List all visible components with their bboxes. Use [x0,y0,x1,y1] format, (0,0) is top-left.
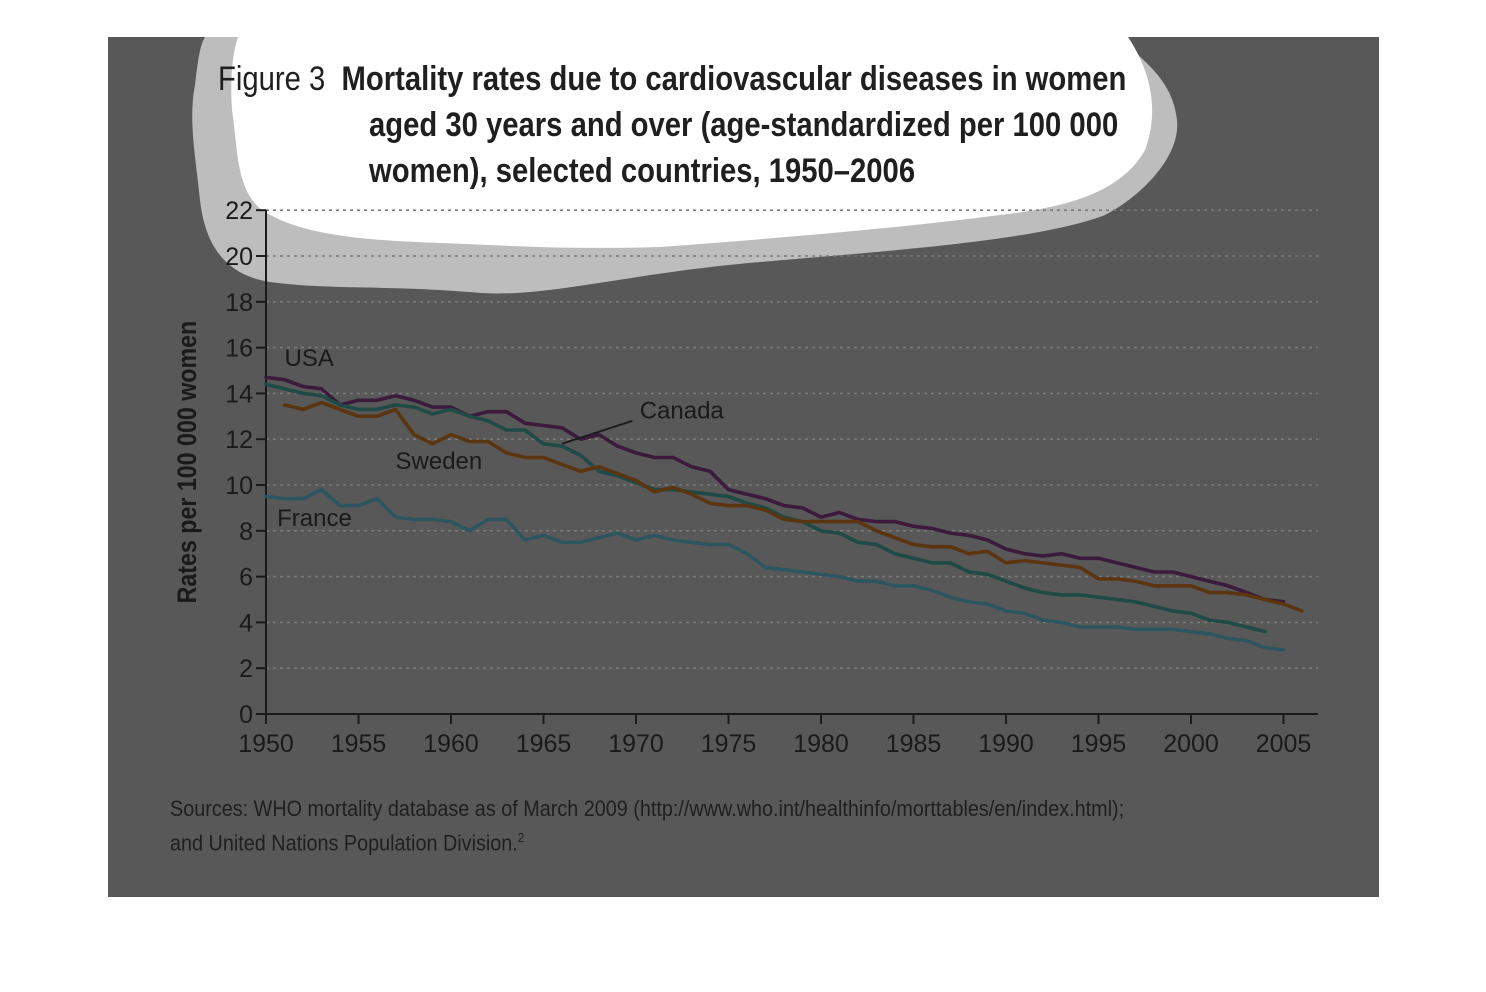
x-tick-label-1965: 1965 [516,730,572,758]
series-label-france: France [277,505,352,532]
sources-line-2: and United Nations Population Division.2 [170,830,524,856]
y-tick-label-12: 12 [225,426,253,454]
x-tick-label-2005: 2005 [1256,730,1312,758]
series-line-sweden [282,400,1304,613]
gridlines [266,209,1318,670]
series-label-usa: USA [285,345,334,372]
sources-line-2-text: and United Nations Population Division. [170,830,518,856]
y-tick-label-4: 4 [239,609,253,637]
series-line-canada [264,382,1267,634]
figure-title-text-1: Mortality rates due to cardiovascular di… [341,60,1127,98]
y-tick-label-0: 0 [239,701,253,729]
x-tick-label-1950: 1950 [238,730,294,758]
figure-title-line-3: women), selected countries, 1950–2006 [369,152,916,190]
series-label-canada: Canada [640,398,725,425]
x-tick-label-1980: 1980 [793,730,849,758]
x-tick-label-1985: 1985 [886,730,942,758]
figure-title-line-1: Figure 3 Mortality rates due to cardiova… [218,60,1126,99]
series-labels: USA Canada Sweden France [277,345,724,532]
y-tick-label-20: 20 [225,243,253,271]
figure-number: Figure 3 [218,60,326,98]
y-tick-label-2: 2 [239,655,253,683]
y-tick-label-22: 22 [225,197,253,225]
footnote-mark: 2 [517,830,525,845]
x-tick-label-1990: 1990 [978,730,1034,758]
canada-leader-line [561,420,633,445]
series-label-sweden: Sweden [396,448,483,475]
x-tick-label-2000: 2000 [1163,730,1219,758]
y-tick-label-14: 14 [225,380,253,408]
y-tick-label-18: 18 [225,289,253,317]
sources-line-1: Sources: WHO mortality database as of Ma… [170,796,1125,821]
x-tick-label-1955: 1955 [331,730,387,758]
y-tick-label-10: 10 [225,472,253,500]
series-lines [264,375,1304,652]
series-line-usa [264,375,1286,604]
x-tick-label-1960: 1960 [423,730,479,758]
y-tick-label-16: 16 [225,335,253,363]
figure-title-line-2: aged 30 years and over (age-standardized… [369,106,1119,144]
series-line-france [264,487,1286,652]
x-tick-label-1970: 1970 [608,730,664,758]
x-tick-label-1975: 1975 [701,730,757,758]
y-tick-label-8: 8 [239,518,253,546]
x-tick-label-1995: 1995 [1071,730,1127,758]
y-tick-label-6: 6 [239,564,253,592]
y-axis-label: Rates per 100 000 women [172,321,202,604]
cloud-body [231,37,1153,248]
axes: 0 2 4 6 8 10 12 14 16 18 20 22 1950 1955 1960 1965 1970 1… [172,197,1318,758]
